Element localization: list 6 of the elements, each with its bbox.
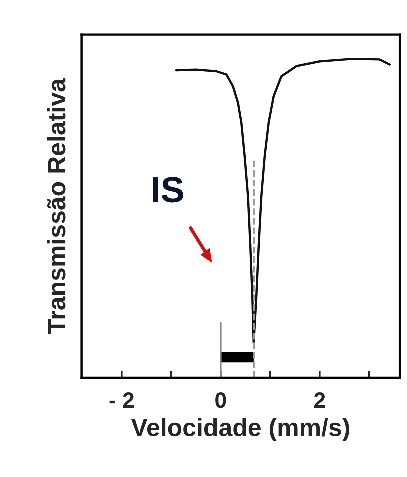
x-tick-label: - 2 (110, 392, 134, 408)
x-tick-label: 2 (314, 392, 326, 408)
y-axis-title: Transmissão Relativa (47, 78, 66, 334)
x-tick-label: 0 (216, 392, 226, 408)
annotation: IS (153, 177, 184, 203)
x-axis-title: Velocidade (mm/s) (131, 418, 350, 442)
